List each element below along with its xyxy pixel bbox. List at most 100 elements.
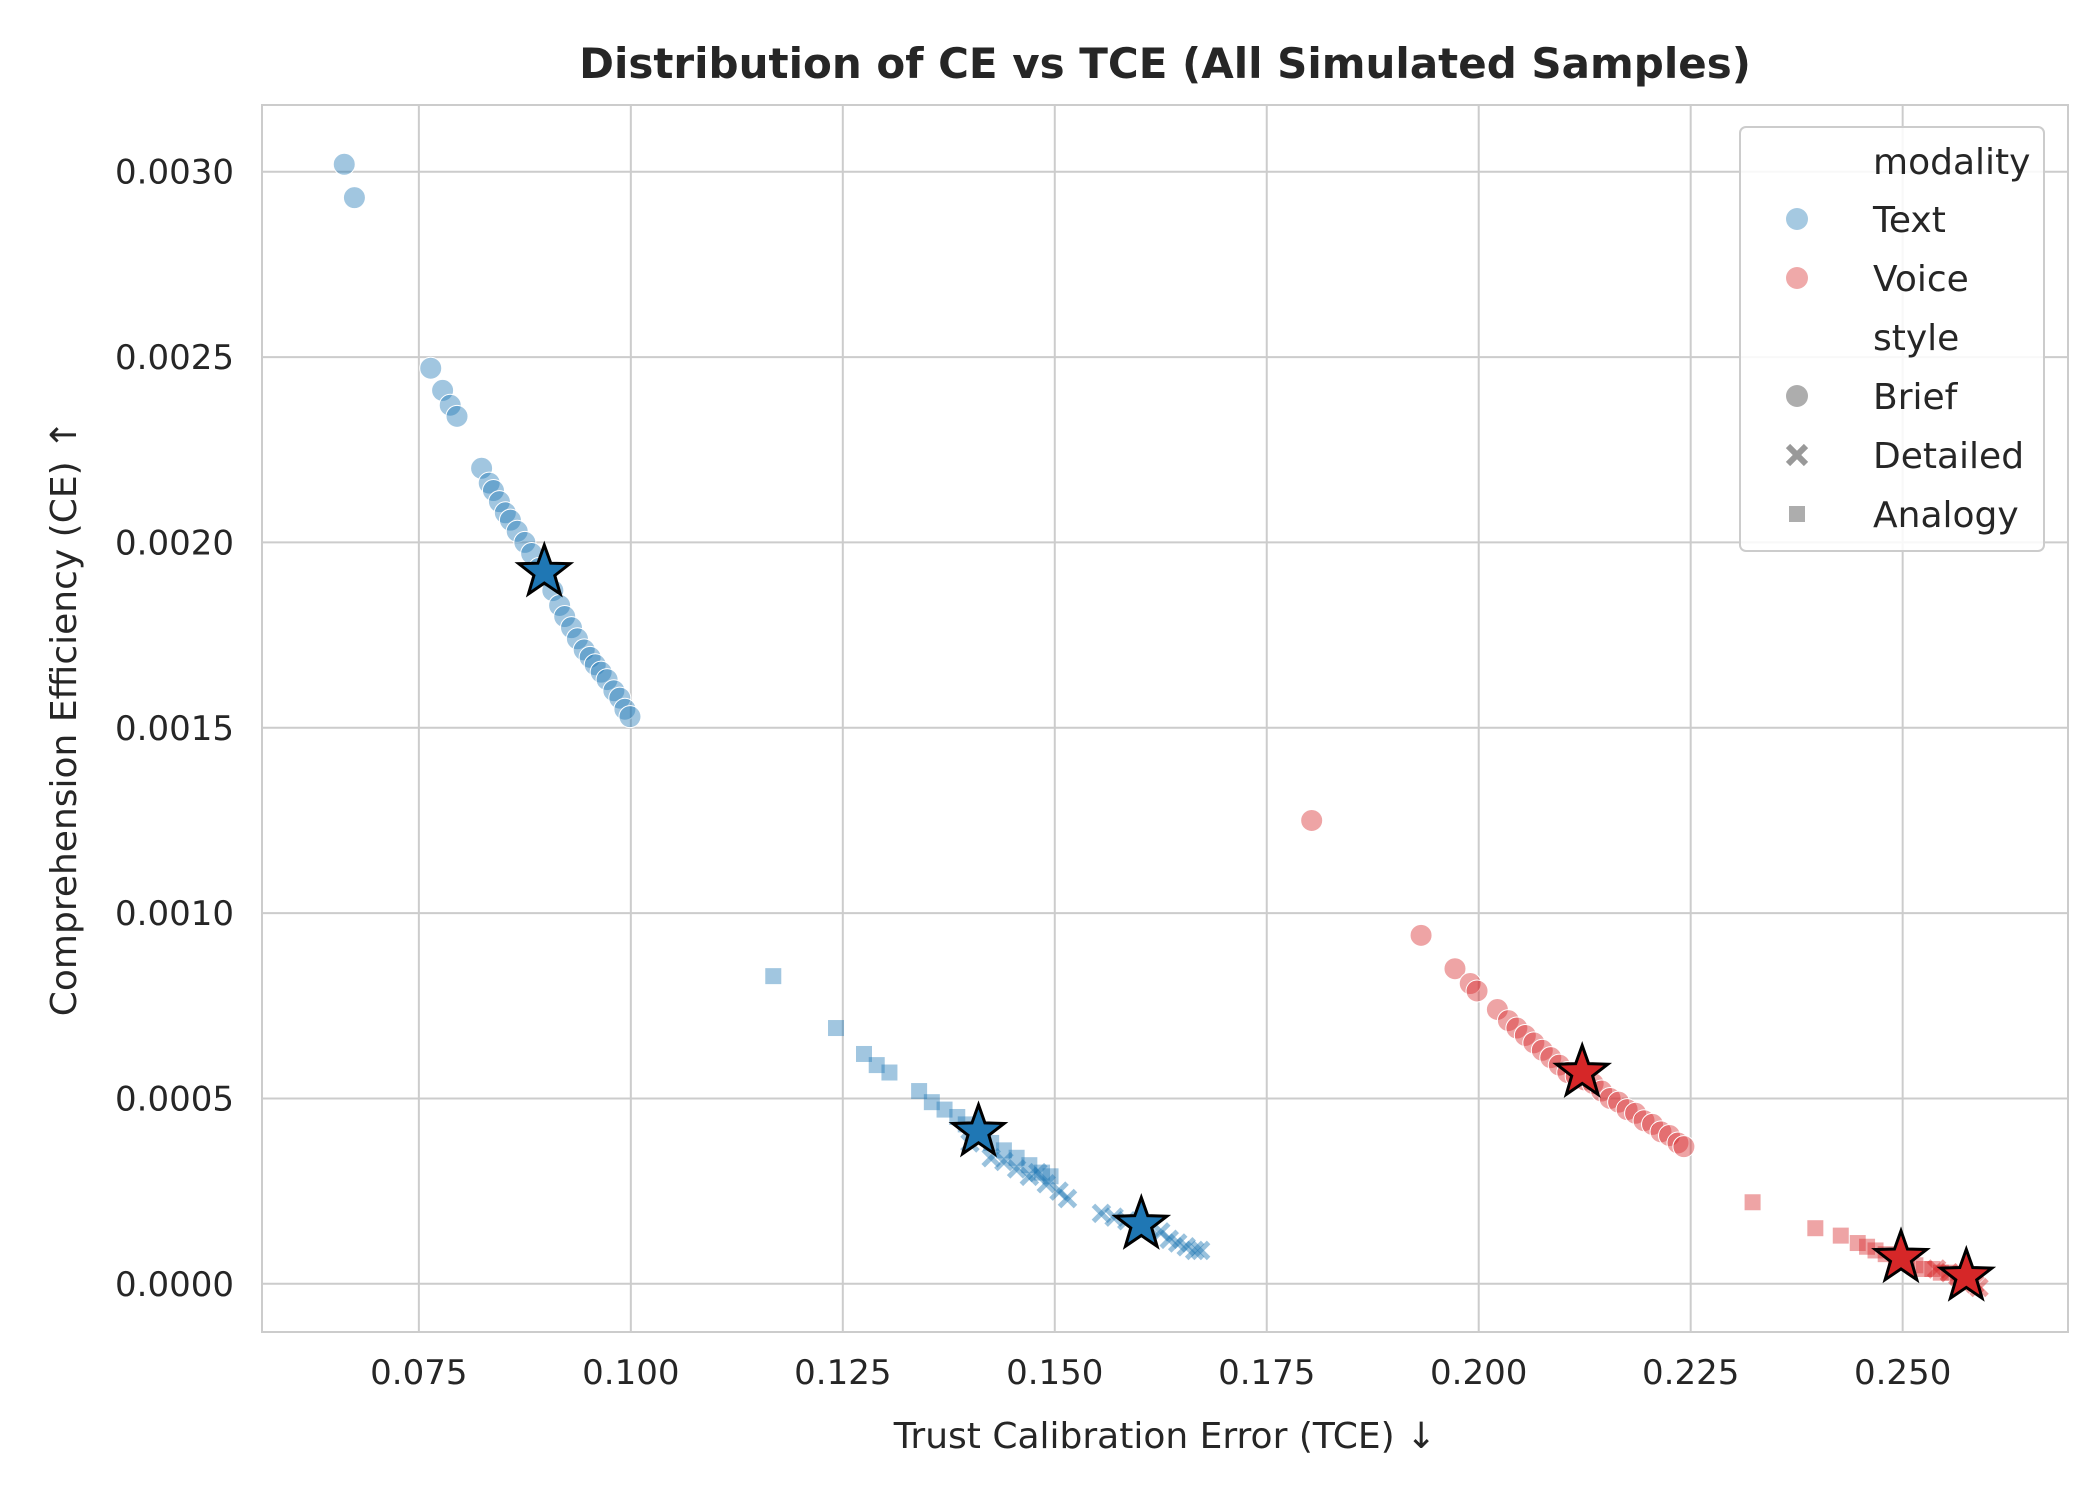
point-text-brief — [505, 519, 529, 543]
x-tick-label: 0.150 — [1006, 1353, 1103, 1393]
point-text-analogy — [1021, 1157, 1038, 1174]
point-text-brief — [332, 152, 356, 176]
point-text-detailed — [1184, 1240, 1205, 1261]
point-text-brief — [481, 479, 505, 503]
point-text-analogy — [881, 1064, 898, 1081]
legend-text-marker — [1786, 208, 1808, 230]
legend-text-label: Text — [1872, 200, 1946, 241]
point-voice-analogy — [1915, 1260, 1932, 1277]
point-text-detailed — [1006, 1159, 1027, 1179]
point-text-analogy — [868, 1057, 885, 1074]
point-text-detailed — [981, 1148, 1001, 1168]
point-text-analogy — [765, 968, 782, 985]
point-voice-analogy — [1832, 1227, 1849, 1244]
mean-star-text-analogy — [948, 1100, 1009, 1158]
point-text-brief — [565, 627, 589, 651]
mean-star-text-brief — [514, 540, 575, 598]
y-tick-label: 0.0020 — [115, 523, 234, 563]
point-text-brief — [608, 686, 632, 710]
x-axis-label: Trust Calibration Error (TCE) ↓ — [893, 1416, 1437, 1457]
point-voice-brief — [1465, 979, 1489, 1003]
point-text-detailed — [1190, 1240, 1211, 1261]
point-text-detailed — [1019, 1166, 1040, 1187]
point-voice-analogy — [1924, 1260, 1941, 1277]
point-voice-brief — [1666, 1131, 1690, 1155]
point-text-detailed — [1176, 1236, 1196, 1257]
point-text-analogy — [856, 1045, 872, 1062]
point-text-detailed — [1159, 1229, 1180, 1250]
chart-title: Distribution of CE vs TCE (All Simulated… — [579, 39, 1751, 88]
plot-frame — [261, 104, 2069, 1333]
x-tick-label: 0.225 — [1642, 1353, 1739, 1393]
x-tick-label: 0.175 — [1218, 1353, 1315, 1393]
legend-brief-label: Brief — [1873, 377, 1959, 418]
point-text-brief — [553, 605, 577, 629]
point-text-brief — [618, 705, 642, 729]
y-tick-label: 0.0005 — [115, 1079, 234, 1119]
point-voice-analogy — [1744, 1194, 1761, 1211]
point-text-analogy — [911, 1083, 928, 1100]
point-voice-analogy — [1849, 1235, 1866, 1252]
point-text-brief — [595, 668, 619, 692]
mean-stars — [514, 540, 1997, 1302]
x-tick-label: 0.100 — [582, 1353, 679, 1393]
point-text-analogy — [1042, 1168, 1059, 1185]
point-voice-analogy — [1807, 1220, 1824, 1237]
mean-star-voice-analogy — [1871, 1226, 1931, 1284]
legend-style-title: style — [1873, 318, 1959, 359]
point-text-analogy — [1008, 1149, 1025, 1166]
data-points — [332, 152, 1989, 1298]
mean-star-voice-detailed — [1936, 1244, 1997, 1302]
x-tick-label: 0.200 — [1430, 1353, 1527, 1393]
point-text-brief — [445, 404, 469, 428]
point-text-brief — [431, 378, 455, 402]
point-voice-brief — [1443, 957, 1467, 981]
point-text-brief — [498, 508, 522, 532]
point-text-detailed — [1104, 1207, 1124, 1227]
point-text-analogy — [995, 1142, 1012, 1159]
mean-star-text-detailed — [1111, 1193, 1172, 1250]
point-text-detailed — [1091, 1203, 1112, 1224]
legend-detailed-marker — [1785, 443, 1809, 467]
x-tick-label: 0.075 — [370, 1353, 467, 1393]
point-text-analogy — [1034, 1164, 1051, 1181]
point-text-brief — [589, 660, 613, 684]
legend-voice-label: Voice — [1873, 259, 1969, 300]
point-text-detailed — [1036, 1173, 1057, 1194]
point-text-detailed — [1049, 1181, 1069, 1201]
point-text-detailed — [994, 1151, 1014, 1172]
tick-labels: 0.075 0.100 0.125 0.150 0.175 0.200 0.225 0.250… — [115, 153, 1951, 1393]
point-voice-brief — [1409, 923, 1433, 947]
point-voice-brief — [1672, 1135, 1696, 1159]
point-text-brief — [438, 393, 462, 417]
legend-analogy-marker — [1789, 506, 1805, 522]
point-text-analogy — [923, 1094, 940, 1111]
point-text-analogy — [949, 1108, 966, 1125]
point-voice-brief — [1300, 808, 1324, 832]
legend-analogy-label: Analogy — [1873, 495, 2019, 536]
legend-brief-marker — [1786, 385, 1808, 407]
mean-star-voice-brief — [1552, 1041, 1613, 1099]
point-text-brief — [602, 679, 626, 703]
point-text-brief — [477, 471, 501, 495]
y-tick-label: 0.0030 — [115, 153, 234, 193]
point-text-brief — [470, 456, 494, 480]
point-text-brief — [513, 530, 537, 554]
legend-detailed-label: Detailed — [1873, 436, 2024, 477]
x-tick-label: 0.250 — [1854, 1353, 1951, 1393]
point-text-analogy — [936, 1101, 953, 1118]
legend: modality Text Voice style Brief Detailed… — [1739, 126, 2045, 552]
point-text-detailed — [1167, 1233, 1188, 1253]
y-axis-label: Comprehension Efficiency (CE) ↑ — [44, 420, 85, 1017]
y-tick-label: 0.0010 — [115, 894, 234, 934]
point-voice-analogy — [1859, 1238, 1876, 1255]
y-tick-label: 0.0015 — [115, 709, 234, 749]
legend-hue-title: modality — [1873, 142, 2030, 183]
point-text-analogy — [828, 1020, 845, 1037]
point-text-brief — [342, 186, 366, 210]
x-tick-label: 0.125 — [794, 1353, 891, 1393]
point-voice-detailed — [1926, 1259, 1947, 1279]
legend-voice-marker — [1786, 267, 1808, 289]
point-text-brief — [419, 356, 443, 380]
